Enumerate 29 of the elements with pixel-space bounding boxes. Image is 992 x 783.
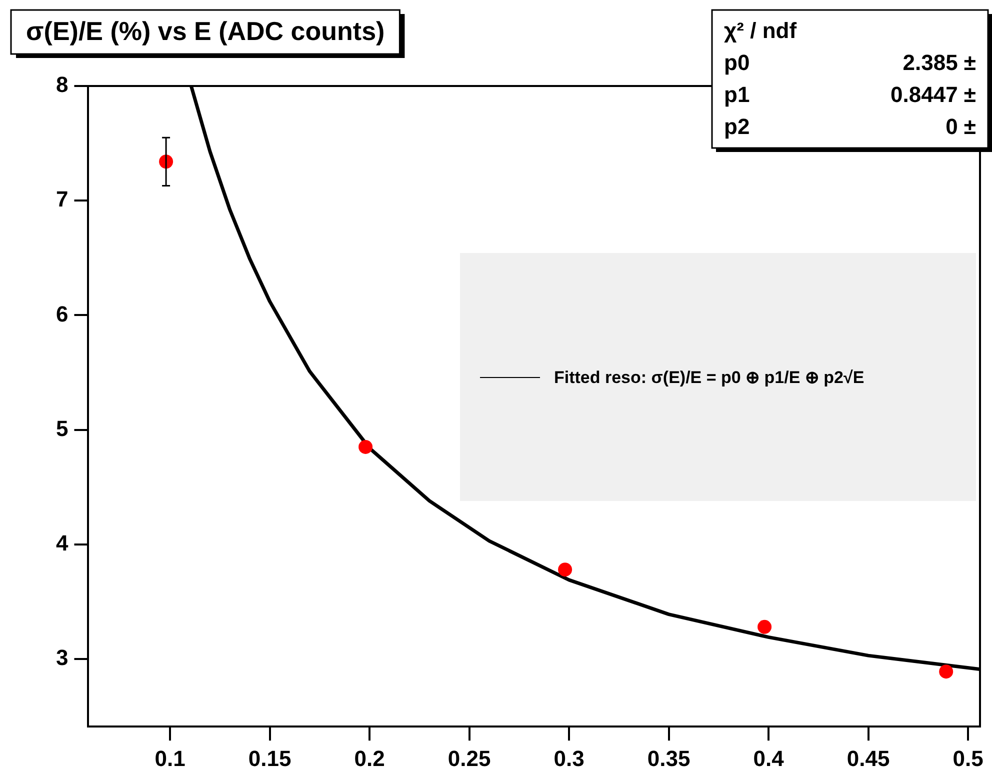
x-tick-label: 0.25 [448, 746, 491, 771]
text: χ² / ndf [724, 18, 798, 44]
point [758, 620, 772, 634]
annotation: p1 [724, 82, 750, 108]
y-tick-label: 4 [56, 530, 69, 556]
x-tick-label: 0.15 [248, 746, 292, 771]
annotation: p2 [724, 114, 750, 140]
x-tick-label: 0.4 [753, 746, 785, 771]
y-tick-label: 6 [56, 301, 68, 326]
legend-label: Fitted reso: σ(E)/E = p0 ⊕ p1/E ⊕ p2√E [554, 366, 864, 388]
text: 2.385 ± [902, 50, 976, 76]
x-tick-label: 0.45 [846, 746, 890, 771]
point [558, 562, 572, 577]
point [358, 440, 373, 454]
x-tick-label: 0.5 [952, 746, 984, 771]
legend-panel: Fitted reso: σ(E)/E = p0 ⊕ p1/E ⊕ p2√E [460, 253, 976, 501]
x-tick-label: 0.35 [647, 746, 690, 771]
annotation: 0.8447 ± [890, 82, 976, 108]
x-tick-label: 0.2 [354, 746, 385, 771]
y-tick-label: 7 [56, 186, 68, 212]
annotation: 0 ± [946, 114, 976, 140]
x-tick-label: 0.1 [154, 746, 186, 771]
y-tick-label: 8 [56, 72, 68, 98]
point [939, 664, 954, 679]
text: p0 [724, 50, 750, 76]
y-tick-label: 3 [56, 645, 68, 670]
x-tick-label: 0.3 [554, 746, 584, 771]
y-tick-label: 5 [56, 416, 68, 441]
chart-title: σ(E)/E (%) vs E (ADC counts) [26, 16, 385, 46]
